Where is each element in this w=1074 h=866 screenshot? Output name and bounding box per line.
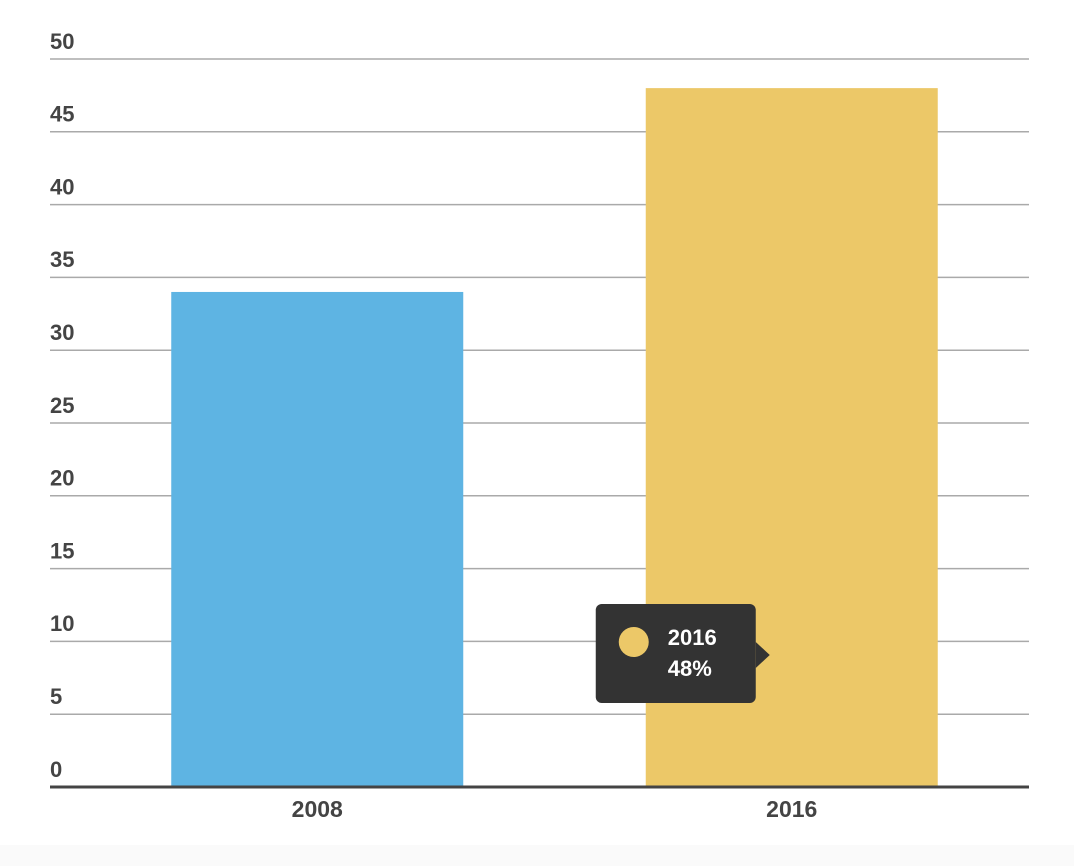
footer-strip [0, 845, 1074, 866]
y-tick-label: 35 [50, 247, 74, 272]
tooltip-value: 48% [668, 656, 712, 681]
x-tick-label: 2008 [292, 796, 343, 822]
x-tick-label: 2016 [766, 796, 817, 822]
tooltip-category: 2016 [668, 625, 717, 650]
bar [171, 291, 464, 787]
y-tick-label: 30 [50, 320, 74, 345]
y-tick-label: 0 [50, 757, 62, 782]
y-tick-label: 45 [50, 102, 74, 127]
tooltip-box [595, 604, 756, 703]
tooltip: 2016 48% [595, 604, 770, 703]
y-tick-label: 25 [50, 393, 74, 418]
y-tick-label: 50 [50, 29, 74, 54]
y-tick-label: 20 [50, 466, 74, 491]
y-tick-label: 5 [50, 684, 62, 709]
tooltip-arrow [755, 642, 770, 668]
y-tick-label: 10 [50, 611, 74, 636]
tooltip-swatch [618, 627, 649, 657]
y-tick-label: 40 [50, 174, 74, 199]
y-tick-label: 15 [50, 538, 74, 563]
